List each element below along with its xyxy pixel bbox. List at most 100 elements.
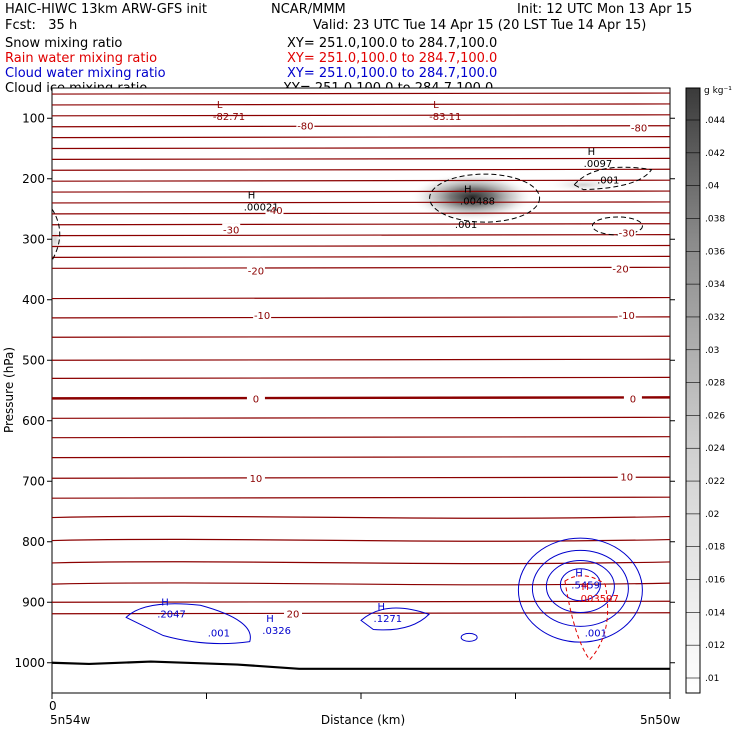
- org-label: NCAR/MMM: [271, 2, 346, 17]
- x-axis: [51, 693, 671, 699]
- x-axis-zero: 0: [49, 699, 57, 713]
- isotherm-label: -30: [619, 229, 635, 240]
- colorbar-ticks: .044 .042 .04 .038 .036 .034 .032 .03 .028 .026 .0…: [686, 116, 725, 684]
- extremum-kind: H: [378, 602, 386, 613]
- cloudwater-contour-core: [531, 549, 629, 627]
- extremum-kind: H: [581, 582, 589, 593]
- isotherm: [52, 179, 670, 182]
- isotherm: [52, 476, 670, 479]
- isotherm: [52, 125, 670, 128]
- isotherm-label-bg: [630, 121, 649, 133]
- edge-contour: [52, 208, 61, 261]
- isotherm: [52, 223, 670, 226]
- contour-label: .001: [585, 629, 607, 640]
- isotherm: [52, 266, 670, 269]
- isotherm-label-bg: [284, 607, 303, 619]
- forecast-hour: Fcst: 35 h: [5, 18, 78, 33]
- isotherm: [52, 376, 670, 379]
- isotherm: [52, 212, 670, 215]
- isotherm: [52, 136, 670, 139]
- y-tick-label: 200: [22, 172, 45, 186]
- colorbar-tick-label: .03: [705, 346, 719, 356]
- colorbar-tick-label: .044: [705, 116, 725, 126]
- isotherm: [52, 561, 670, 565]
- isotherm: [52, 244, 670, 248]
- isotherm-label-bg: [617, 226, 636, 238]
- extremum-kind: H: [575, 568, 583, 579]
- isotherm-label-bg: [253, 308, 272, 320]
- isotherm: [52, 157, 670, 160]
- y-tick-label: 300: [22, 232, 45, 246]
- isotherm-label-bg: [246, 392, 265, 404]
- contour-label: .001: [597, 175, 619, 186]
- isotherm: [52, 515, 670, 519]
- extremum-kind: L: [433, 100, 439, 111]
- colorbar-tick-label: .016: [705, 576, 725, 586]
- isotherm-label-bg: [623, 392, 642, 404]
- isotherm-label-bg: [222, 223, 241, 235]
- colorbar-tick-label: .036: [705, 247, 725, 257]
- cloudwater-contour-core: [559, 568, 601, 602]
- valid-time: Valid: 23 UTC Tue 14 Apr 15 (20 LST Tue …: [313, 18, 647, 33]
- isotherm-label-bg: [617, 308, 636, 320]
- isotherm: [52, 201, 670, 204]
- isotherm: [52, 582, 670, 586]
- extremum-value: .2047: [157, 609, 186, 620]
- ice-contour: [591, 216, 643, 236]
- temperature-contours: [52, 92, 670, 615]
- colorbar-tick-label: .014: [705, 608, 725, 618]
- isotherm-label: 0: [630, 394, 636, 405]
- isotherm: [52, 114, 670, 117]
- isotherm-label: 10: [620, 472, 633, 483]
- isotherm-label-bg: [617, 470, 636, 482]
- isotherm: [52, 456, 670, 459]
- field-snow-name: Snow mixing ratio: [5, 36, 123, 51]
- isotherm-label: -20: [612, 264, 628, 275]
- cloudwater-contour-core: [545, 560, 615, 614]
- cloudwater-contour-left: [125, 603, 251, 645]
- extrema-layer: L-82.71L-83.11H.00021H.00488H.0097H.2047…: [157, 100, 619, 637]
- field-cloudwater-xy: XY= 251.0,100.0 to 284.7,100.0: [287, 66, 498, 81]
- colorbar-tick-label: .012: [705, 641, 725, 651]
- cloudwater-contour-small: [460, 632, 478, 642]
- isotherm-label: -10: [254, 311, 270, 322]
- snow-contour-upper: [573, 166, 653, 191]
- y-tick-label: 100: [22, 111, 45, 125]
- isotherm-label: 10: [250, 474, 263, 485]
- field-rain-name: Rain water mixing ratio: [5, 51, 158, 66]
- colorbar-tick-label: .01: [705, 674, 719, 684]
- colorbar-tick-label: .02: [705, 510, 719, 520]
- contour-label-layer: -80 -80 -40 -30 -30 -20 -20 -10 -10 0 0 10 10 20 .001.…: [208, 119, 649, 640]
- extremum-value: -83.11: [429, 112, 461, 123]
- isotherm: [52, 538, 670, 542]
- isotherm: [52, 416, 670, 419]
- extremum-kind: H: [588, 147, 596, 158]
- extremum-value: .0097: [584, 159, 613, 170]
- x-right-location: 5n50w: [640, 713, 681, 727]
- x-axis-label: Distance (km): [321, 713, 405, 727]
- isotherm-label-bg: [265, 204, 284, 216]
- y-tick-label: 1000: [14, 656, 45, 670]
- isotherm-label-bg: [246, 472, 265, 484]
- y-axis-label: Pressure (hPa): [2, 347, 16, 433]
- y-tick-label: 600: [22, 414, 45, 428]
- extremum-kind: H: [248, 191, 256, 202]
- isotherm: [52, 436, 670, 439]
- colorbar-tick-label: .022: [705, 477, 725, 487]
- isotherm: [52, 496, 670, 499]
- isotherm: [52, 103, 670, 106]
- isotherm-label: -10: [619, 311, 635, 322]
- y-tick-label: 500: [22, 353, 45, 367]
- extremum-kind: H: [266, 614, 274, 625]
- extremum-value: .00488: [460, 197, 495, 208]
- colorbar-tick-label: .018: [705, 543, 725, 553]
- y-tick-label: 800: [22, 535, 45, 549]
- colorbar-tick-label: .04: [705, 182, 720, 192]
- isotherm: [52, 335, 670, 338]
- extremum-value: .003597: [577, 594, 618, 605]
- snow-shading-max: [410, 172, 535, 221]
- extremum-kind: L: [217, 100, 223, 111]
- contour-label: .001: [208, 629, 230, 640]
